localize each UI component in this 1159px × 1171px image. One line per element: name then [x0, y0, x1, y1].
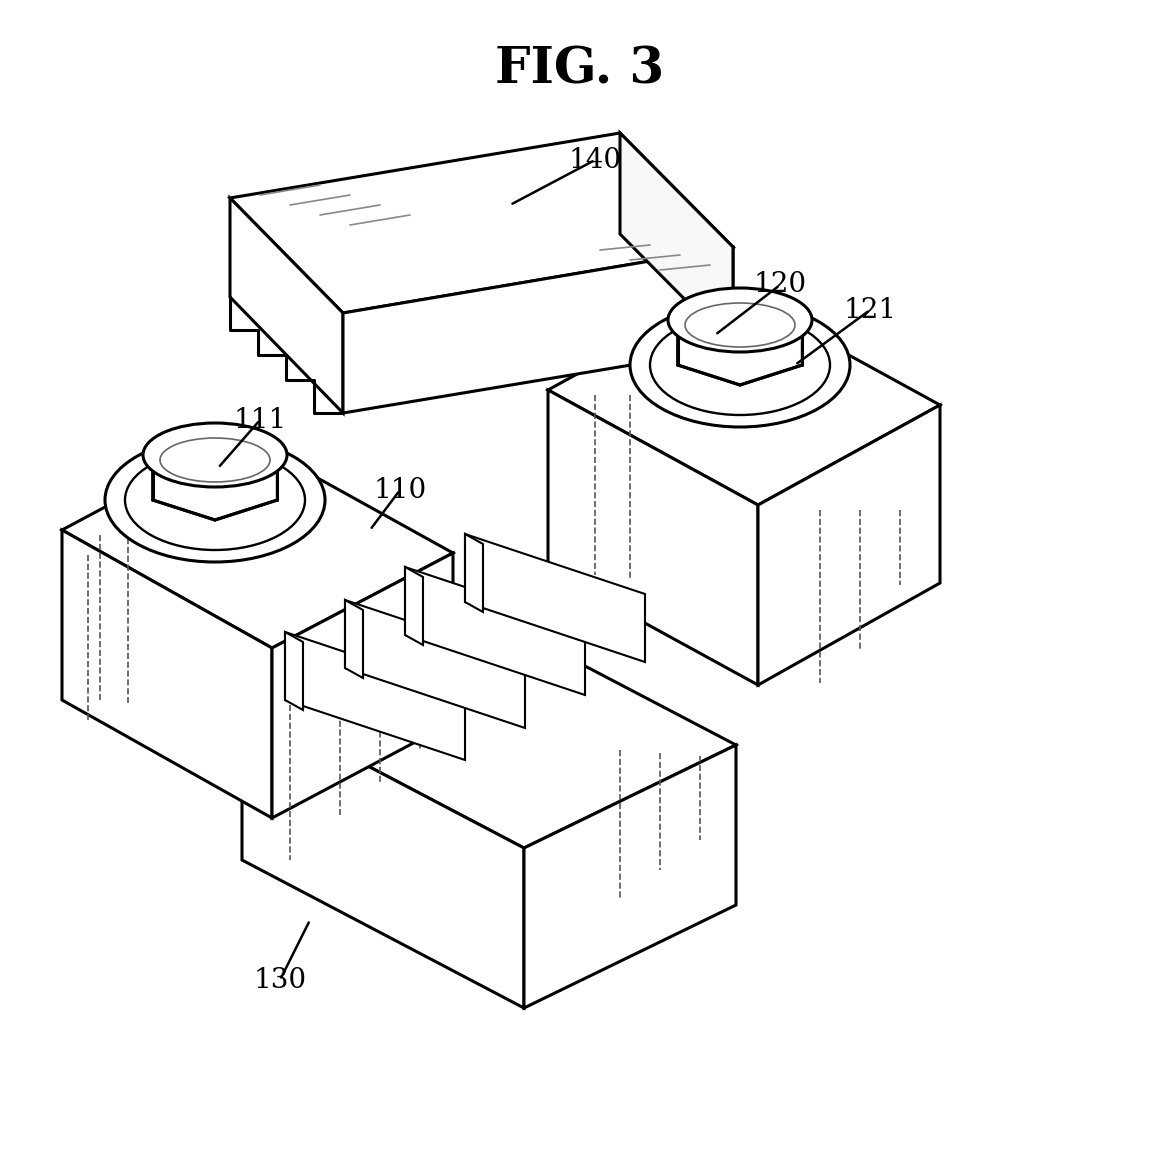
Ellipse shape	[143, 423, 287, 487]
Polygon shape	[548, 390, 758, 685]
Ellipse shape	[125, 450, 305, 550]
Polygon shape	[758, 405, 940, 685]
Polygon shape	[272, 553, 453, 819]
Polygon shape	[345, 600, 363, 678]
Polygon shape	[343, 247, 732, 413]
Text: 121: 121	[844, 296, 897, 323]
Ellipse shape	[668, 288, 812, 352]
Text: 120: 120	[753, 272, 807, 299]
Polygon shape	[465, 534, 646, 662]
Polygon shape	[620, 133, 732, 348]
Polygon shape	[242, 700, 524, 1008]
Ellipse shape	[160, 438, 270, 482]
Ellipse shape	[685, 303, 795, 347]
Polygon shape	[465, 534, 483, 612]
Polygon shape	[242, 598, 736, 848]
Polygon shape	[153, 440, 277, 520]
Polygon shape	[61, 434, 453, 648]
Polygon shape	[524, 745, 736, 1008]
Text: FIG. 3: FIG. 3	[495, 46, 664, 95]
Ellipse shape	[630, 303, 850, 427]
Polygon shape	[285, 632, 302, 710]
Polygon shape	[548, 290, 940, 505]
Text: 111: 111	[233, 406, 286, 433]
Text: 130: 130	[254, 966, 307, 993]
Text: 110: 110	[373, 477, 427, 504]
Polygon shape	[404, 567, 585, 696]
Polygon shape	[678, 304, 802, 385]
Ellipse shape	[650, 315, 830, 415]
Polygon shape	[61, 530, 272, 819]
Text: 140: 140	[568, 146, 621, 173]
Polygon shape	[285, 632, 465, 760]
Polygon shape	[345, 600, 525, 728]
Ellipse shape	[105, 438, 325, 562]
Polygon shape	[404, 567, 423, 645]
Polygon shape	[229, 133, 732, 313]
Polygon shape	[229, 198, 343, 413]
